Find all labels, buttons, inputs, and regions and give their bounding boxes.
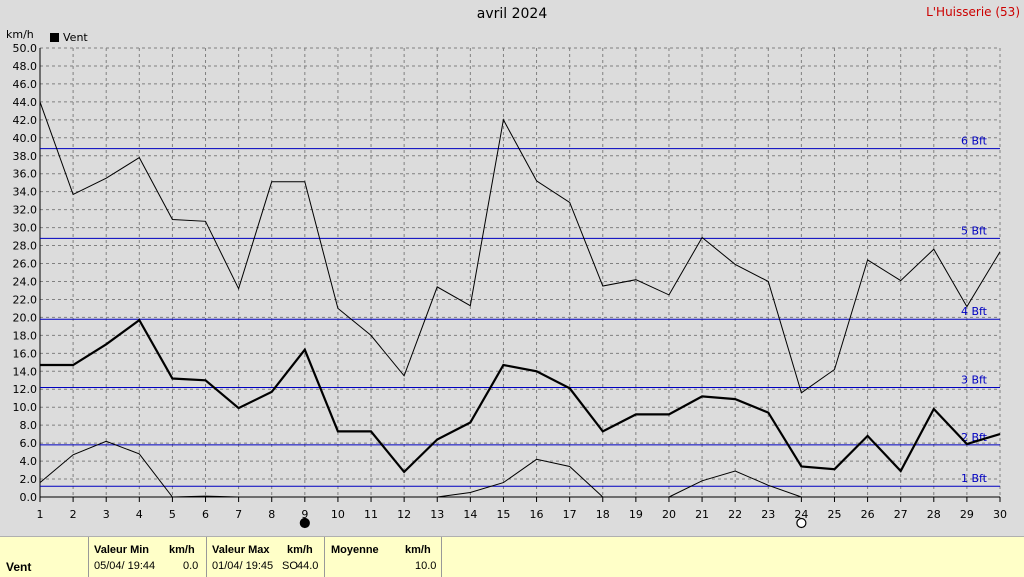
x-tick-label: 5 [169,508,176,521]
mean-value: 10.0 [415,560,437,572]
min-unit: km/h [169,544,195,556]
x-tick-label: 21 [695,508,709,521]
series-line-max [39,101,1001,394]
x-tick-label: 23 [761,508,775,521]
x-tick-label: 19 [629,508,643,521]
legend-label: Vent [63,31,88,44]
y-tick-label: 38.0 [13,150,38,163]
x-tick-label: 29 [960,508,974,521]
x-tick-label: 15 [496,508,510,521]
max-direction: SO [282,560,298,572]
moon-phase-marker [796,517,807,529]
x-tick-label: 3 [103,508,110,521]
y-tick-label: 4.0 [20,455,38,468]
min-header: Valeur Min [94,544,150,556]
y-tick-label: 36.0 [13,168,38,181]
y-tick-label: 6.0 [20,437,38,450]
x-tick-label: 26 [861,508,875,521]
moon-phase-marker [299,517,310,529]
max-date: 01/04/ 19:45 [212,560,274,572]
x-tick-label: 27 [894,508,908,521]
y-tick-label: 16.0 [13,347,38,360]
y-tick-label: 14.0 [13,365,38,378]
beaufort-label: 1 Bft [961,472,988,485]
x-tick-label: 16 [530,508,544,521]
min-date: 05/04/ 19:44 [94,560,156,572]
chart-title: avril 2024 [476,6,548,22]
y-tick-label: 26.0 [13,258,38,271]
y-tick-label: 8.0 [20,419,38,432]
x-tick-label: 8 [268,508,275,521]
x-tick-label: 30 [993,508,1007,521]
mean-header: Moyenne [331,544,379,556]
y-tick-label: 50.0 [13,42,38,55]
y-axis-unit: km/h [6,28,34,41]
y-tick-label: 48.0 [13,60,38,73]
y-tick-label: 18.0 [13,329,38,342]
y-tick-label: 22.0 [13,293,38,306]
series-line-min [668,470,802,498]
footer-divider [441,537,442,577]
max-value: 44.0 [297,560,319,572]
y-tick-label: 30.0 [13,222,38,235]
x-tick-label: 13 [430,508,444,521]
mean-stat: Moyenne km/h 10.0 [324,537,442,577]
x-tick-label: 22 [728,508,742,521]
y-tick-label: 24.0 [13,275,38,288]
y-tick-label: 40.0 [13,132,38,145]
x-tick-label: 7 [235,508,242,521]
x-tick-label: 14 [463,508,477,521]
min-value: 0.0 [183,560,199,572]
wind-chart: 0.0 2.0 4.0 6.0 8.0 10.0 12.0 14.0 16.0 18.0 20.0 2… [13,42,1007,529]
x-tick-label: 12 [397,508,411,521]
x-tick-label: 25 [827,508,841,521]
max-unit: km/h [287,544,313,556]
plot-area [40,48,1000,497]
legend: Vent [50,31,88,44]
series-line-mean [40,318,1001,474]
x-tick-label: 28 [927,508,941,521]
footer-series-label: Vent [6,560,32,574]
y-tick-label: 32.0 [13,204,38,217]
legend-swatch [50,33,59,42]
x-tick-label: 9 [301,508,308,521]
y-tick-label: 28.0 [13,240,38,253]
beaufort-label: 6 Bft [961,135,988,148]
min-stat: Valeur Min km/h 05/04/ 19:44 0.0 [88,537,207,577]
x-tick-label: 11 [364,508,378,521]
max-stat: Valeur Max km/h 01/04/ 19:45 SO 44.0 [206,537,325,577]
series-line-min [437,458,604,498]
beaufort-label: 3 Bft [961,373,988,386]
x-tick-label: 18 [596,508,610,521]
x-tick-label: 4 [136,508,143,521]
station-name: L'Huisserie (53) [926,5,1020,19]
y-tick-label: 34.0 [13,186,38,199]
y-tick-label: 20.0 [13,311,38,324]
x-tick-label: 6 [202,508,209,521]
mean-unit: km/h [405,544,431,556]
stats-footer: Vent Valeur Min km/h 05/04/ 19:44 0.0 Va… [0,536,1024,577]
x-tick-label: 24 [794,508,808,521]
series-line-min [39,440,239,498]
y-tick-label: 44.0 [13,96,38,109]
y-tick-label: 0.0 [20,491,38,504]
y-tick-label: 42.0 [13,114,38,127]
x-tick-label: 17 [563,508,577,521]
beaufort-label: 5 Bft [961,224,988,237]
x-tick-label: 1 [37,508,44,521]
y-tick-label: 10.0 [13,401,38,414]
max-header: Valeur Max [212,544,270,556]
x-tick-label: 10 [331,508,345,521]
x-tick-label: 2 [70,508,77,521]
x-tick-label: 20 [662,508,676,521]
y-tick-label: 2.0 [20,473,38,486]
y-tick-label: 12.0 [13,383,38,396]
y-tick-label: 46.0 [13,78,38,91]
beaufort-label: 4 Bft [961,305,988,318]
